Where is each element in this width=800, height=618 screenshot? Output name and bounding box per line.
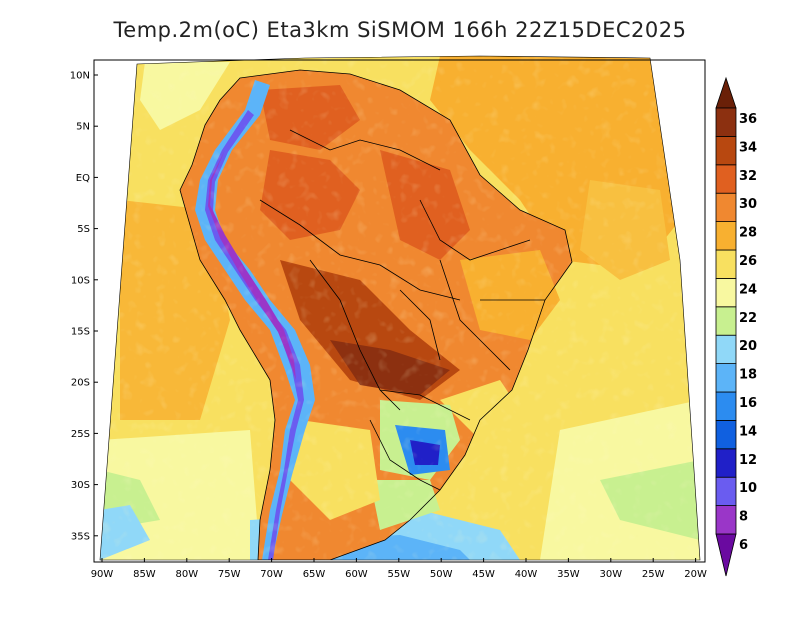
- lon-tick-label: 45W: [472, 569, 495, 580]
- colorbar: 6 8 10 12 14 16 18 20 22 24 26 28 30 32 34 36: [715, 76, 757, 577]
- colorbar-label: 22: [739, 311, 757, 326]
- lon-tick-label: 90W: [91, 569, 114, 580]
- lat-tick-label: EQ: [76, 173, 90, 184]
- lat-tick-label: 20S: [71, 378, 90, 389]
- lon-tick-label: 40W: [515, 569, 538, 580]
- colorbar-label: 32: [739, 169, 757, 184]
- lon-tick-label: 85W: [133, 569, 156, 580]
- lon-tick-label: 20W: [684, 569, 707, 580]
- colorbar-label: 12: [739, 453, 757, 468]
- colorbar-label: 16: [739, 396, 757, 411]
- lon-tick-label: 50W: [430, 569, 453, 580]
- colorbar-label: 10: [739, 481, 757, 496]
- colorbar-segment: [715, 107, 737, 137]
- border-state-north: [419, 199, 531, 261]
- lon-tick-label: 75W: [218, 569, 241, 580]
- colorbar-segment: [715, 277, 737, 308]
- border-state-central: [439, 259, 511, 371]
- colorbar-segment: [715, 419, 737, 450]
- lon-tick-label: 70W: [260, 569, 283, 580]
- colorbar-segment: [715, 135, 737, 166]
- colorbar-segment: [715, 221, 737, 251]
- colorbar-label: 18: [739, 368, 757, 383]
- coastline: [179, 69, 573, 560]
- colorbar-label: 34: [739, 140, 757, 155]
- country-borders: [179, 69, 573, 560]
- lon-tick-label: 55W: [387, 569, 410, 580]
- border-argentina: [369, 419, 441, 491]
- border-brazil-west: [259, 199, 461, 301]
- colorbar-segment: [715, 192, 737, 222]
- lon-tick-label: 25W: [642, 569, 665, 580]
- colorbar-segment: [715, 448, 737, 478]
- lon-tick-label: 80W: [175, 569, 198, 580]
- colorbar-segment: [715, 334, 737, 365]
- lat-tick-label: 30S: [71, 480, 90, 491]
- colorbar-segment: [715, 391, 737, 421]
- longitude-axis: 90W 85W 80W 75W 70W 65W 60W 55W 50W 45W 40W 35W 30W 2…: [91, 558, 707, 580]
- lat-tick-label: 35S: [71, 531, 90, 542]
- axes-frame: [93, 59, 706, 563]
- colorbar-label: 8: [739, 510, 748, 525]
- domain-outline: [99, 55, 701, 561]
- map-title: Temp.2m(oC) Eta3km SiSMOM 166h 22Z15DEC2…: [113, 18, 687, 42]
- lon-tick-label: 60W: [345, 569, 368, 580]
- lat-tick-label: 15S: [71, 327, 90, 338]
- latitude-axis: 10N 5N EQ 5S 10S 15S 20S 25S 30S 35S: [70, 71, 98, 542]
- colorbar-max-arrow: [715, 76, 737, 109]
- lon-tick-label: 35W: [557, 569, 580, 580]
- lat-tick-label: 10S: [71, 275, 90, 286]
- colorbar-segment: [715, 249, 737, 279]
- colorbar-segment: [715, 476, 737, 507]
- colorbar-label: 20: [739, 339, 757, 354]
- temperature-field: [100, 56, 700, 560]
- lat-tick-label: 10N: [70, 71, 90, 82]
- border-paraguay: [379, 389, 471, 421]
- colorbar-label: 30: [739, 197, 757, 212]
- colorbar-segment: [715, 363, 737, 393]
- lat-tick-label: 5N: [76, 122, 90, 133]
- colorbar-label: 14: [739, 424, 757, 439]
- lon-tick-label: 30W: [599, 569, 622, 580]
- lon-tick-label: 65W: [303, 569, 326, 580]
- colorbar-label: 28: [739, 226, 757, 241]
- colorbar-label: 36: [739, 112, 757, 127]
- border-state-mid: [399, 289, 441, 361]
- colorbar-label: 6: [739, 538, 748, 553]
- lat-tick-label: 25S: [71, 429, 90, 440]
- border-bolivia: [309, 259, 401, 411]
- lat-tick-label: 5S: [77, 224, 90, 235]
- colorbar-min-arrow: [715, 533, 737, 577]
- border-north: [289, 129, 441, 171]
- field-texture: [100, 56, 700, 560]
- colorbar-label: 26: [739, 254, 757, 269]
- colorbar-label: 24: [739, 282, 757, 297]
- colorbar-segment: [715, 306, 737, 336]
- colorbar-segment: [715, 164, 737, 194]
- colorbar-segment: [715, 505, 737, 535]
